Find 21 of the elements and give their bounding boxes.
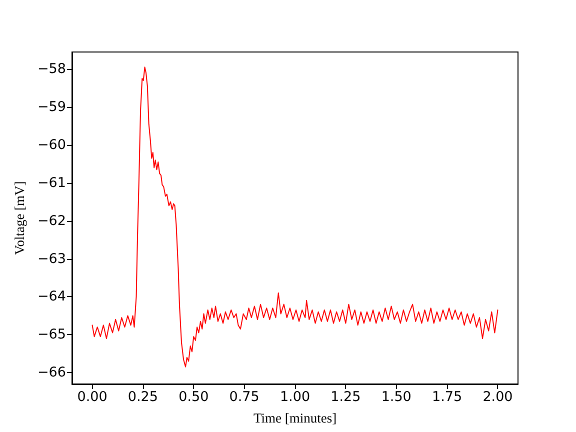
y-tick-label: −62 [38, 212, 66, 229]
x-tick-label: 2.00 [482, 389, 513, 405]
y-tick-label: −65 [38, 326, 66, 343]
y-axis-title: Voltage [mV] [12, 181, 28, 255]
x-axis-title: Time [minutes] [253, 410, 337, 426]
y-tick-label: −60 [38, 136, 66, 153]
line-series [92, 66, 498, 368]
y-tick-label: −64 [38, 288, 66, 305]
x-tick-label: 1.75 [432, 389, 462, 405]
y-tick-label: −61 [38, 174, 66, 191]
x-tick-label: 0.50 [178, 389, 209, 405]
x-tick-label: 1.00 [280, 389, 310, 405]
x-tick-label: 1.25 [330, 389, 361, 405]
y-tick-label: −59 [38, 99, 66, 116]
x-tick-label: 1.50 [381, 389, 412, 405]
x-tick-label: 0.00 [77, 389, 108, 405]
x-tick-label: 0.75 [229, 389, 260, 405]
y-tick-label: −63 [38, 250, 66, 267]
y-tick-label: −66 [38, 364, 66, 381]
x-tick-label: 0.25 [128, 389, 158, 405]
y-tick-label: −58 [38, 61, 66, 78]
